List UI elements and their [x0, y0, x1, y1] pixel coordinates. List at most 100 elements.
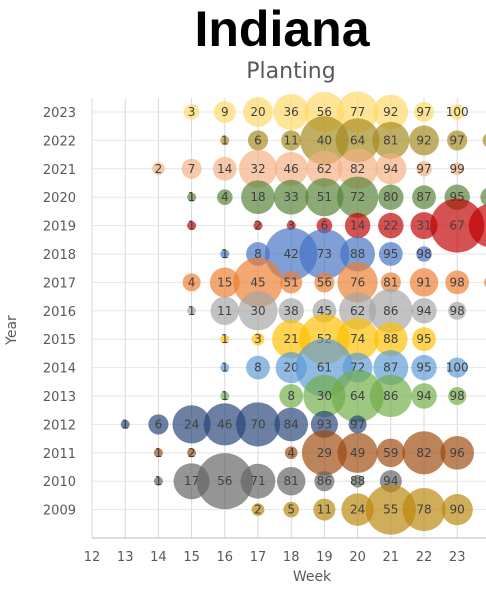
bubble-label: 94	[416, 389, 431, 403]
y-tick-label: 2021	[43, 163, 76, 178]
bubble-label: 62	[317, 162, 332, 176]
bubble-label: 64	[350, 133, 365, 147]
bubble	[480, 188, 486, 207]
y-tick-label: 2018	[43, 248, 76, 263]
bubble	[411, 383, 437, 409]
bubble	[380, 272, 401, 293]
bubble	[445, 270, 470, 295]
bubble	[273, 94, 310, 130]
bubble-label: 70	[250, 417, 265, 431]
bubble-label: 98	[416, 247, 431, 261]
bubble-label: 1	[188, 304, 196, 318]
bubble	[212, 156, 237, 181]
y-tick-label: 2017	[43, 276, 76, 291]
bubble	[120, 419, 130, 429]
bubble	[430, 198, 485, 253]
bubble	[341, 493, 374, 526]
bubble-label: 92	[383, 105, 398, 119]
bubble-label: 15	[217, 275, 232, 289]
y-tick-label: 2013	[43, 390, 76, 405]
bubble	[276, 466, 306, 496]
bubble-label: 72	[350, 190, 365, 204]
bubble	[412, 327, 436, 352]
bubble-label: 24	[184, 417, 199, 431]
bubble	[337, 148, 378, 189]
bubble-label: 86	[383, 389, 398, 403]
bubble-label: 1	[221, 133, 229, 147]
bubble-label: 98	[450, 275, 465, 289]
bubble	[378, 184, 404, 210]
chart-title: Indiana	[194, 1, 370, 57]
bubble	[253, 221, 263, 231]
bubble	[181, 158, 202, 179]
bubble-label: 78	[416, 503, 431, 517]
bubble	[447, 357, 468, 378]
bubble-label: 5	[287, 503, 295, 517]
bubble	[152, 162, 165, 176]
bubble	[314, 272, 335, 293]
bubble-label: 1	[155, 474, 163, 488]
bubble-label: 4	[287, 446, 295, 460]
bubble-label: 6	[321, 219, 329, 233]
y-tick-label: 2011	[43, 447, 76, 462]
bubble	[336, 318, 379, 361]
chart-subtitle: Planting	[246, 59, 335, 84]
bubble	[210, 296, 240, 326]
bubble	[340, 236, 376, 272]
bubble	[402, 431, 446, 475]
y-tick-label: 2020	[43, 191, 76, 206]
bubble-label: 3	[188, 105, 196, 119]
x-tick-label: 13	[117, 550, 134, 565]
bubble	[235, 402, 281, 447]
bubble-label: 46	[284, 162, 299, 176]
bubble	[183, 104, 200, 120]
bubble-label: 97	[350, 417, 365, 431]
y-axis-ticks: 2023 2022 2021 2020 2019 2018 2017 2016 2015 2014…	[43, 106, 76, 519]
bubble	[310, 410, 338, 438]
bubble	[351, 474, 364, 488]
bubble	[213, 100, 236, 124]
y-tick-label: 2012	[43, 418, 76, 433]
bubble-label: 100	[446, 361, 469, 375]
bubble-label: 88	[350, 474, 365, 488]
bubble-label: 11	[217, 304, 232, 318]
bubble	[187, 306, 197, 316]
bubble-label: 9	[221, 105, 229, 119]
x-axis-label: Week	[293, 569, 332, 585]
bubble	[331, 369, 384, 423]
bubble	[413, 101, 435, 123]
bubble-label: 11	[317, 503, 332, 517]
bubble-label: 33	[284, 190, 299, 204]
bubble-label: 97	[416, 105, 431, 119]
bubble	[220, 391, 230, 401]
bubble	[153, 448, 163, 458]
y-tick-label: 2010	[43, 475, 76, 490]
bubble-label: 84	[284, 417, 299, 431]
bubble	[441, 494, 473, 526]
x-axis-ticks: 12 13 14 15 16 17 18 19 20 21 22 23	[84, 550, 466, 565]
x-tick-label: 15	[183, 550, 200, 565]
x-tick-label: 20	[349, 550, 366, 565]
bubble-label: 71	[250, 474, 265, 488]
bubble-label: 46	[217, 417, 232, 431]
bubble-label: 8	[254, 247, 262, 261]
bubble	[305, 178, 344, 217]
x-tick-label: 22	[416, 550, 433, 565]
bubble-label: 8	[254, 361, 262, 375]
bubble-label: 98	[450, 304, 465, 318]
bubble-label: 81	[383, 133, 398, 147]
bubble-label: 1	[221, 247, 229, 261]
bubble	[274, 151, 309, 186]
bubble-label: 3	[287, 219, 295, 233]
bubble-label: 1	[221, 389, 229, 403]
bubble-label: 21	[284, 332, 299, 346]
bubble	[313, 498, 336, 521]
bubble-label: 81	[284, 474, 299, 488]
x-tick-label: 14	[150, 550, 167, 565]
bubble-label: 97	[416, 162, 431, 176]
bubble-label: 4	[188, 275, 196, 289]
bubble-label: 62	[350, 304, 365, 318]
bubble	[238, 149, 278, 188]
bubble	[402, 488, 446, 532]
bubble-label: 11	[284, 133, 299, 147]
